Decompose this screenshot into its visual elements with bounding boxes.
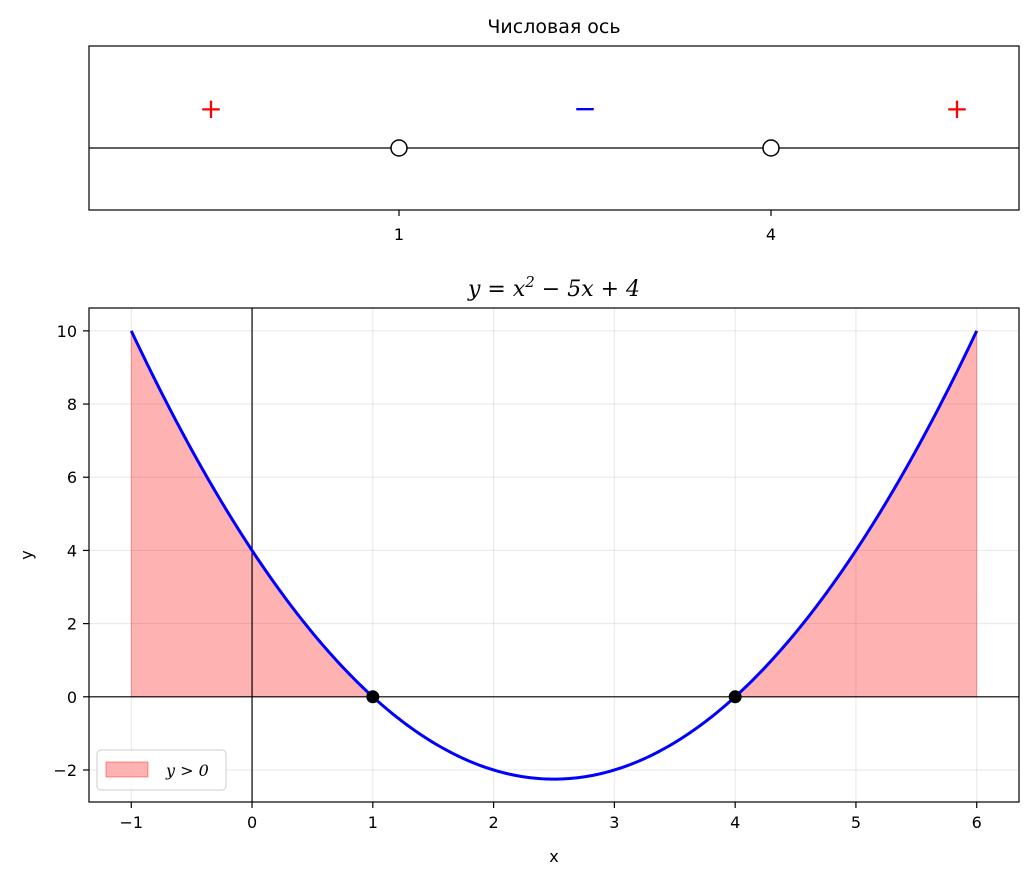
y-axis-label: y [17, 550, 36, 559]
number-line-frame [88, 45, 1020, 211]
number-line-point [390, 139, 408, 157]
y-tick-label: 0 [67, 688, 77, 707]
number-line-title: Числовая ось [487, 16, 620, 38]
sign-label: + [199, 92, 222, 125]
x-tick-label: 5 [851, 813, 861, 832]
x-tick-label: −1 [119, 813, 143, 832]
parabola-curve [129, 330, 979, 781]
x-tick-label: 0 [247, 813, 257, 832]
y-tick-label: −2 [53, 761, 77, 780]
legend: y > 0 [96, 749, 227, 791]
sign-label: + [945, 92, 968, 125]
plot-frame [88, 307, 1020, 803]
number-line-point [762, 139, 780, 157]
x-axis-label: x [549, 847, 558, 866]
legend-swatch [105, 761, 149, 778]
plot-title: y = x2 − 5x + 4 [467, 273, 640, 302]
root-point [728, 690, 742, 704]
number-line-tick-label: 1 [394, 225, 404, 244]
y-tick-label: 8 [67, 395, 77, 414]
legend-box [96, 749, 227, 791]
y-tick-label: 2 [67, 615, 77, 634]
x-tick-label: 2 [489, 813, 499, 832]
sign-label: − [573, 92, 596, 125]
legend-label: y > 0 [165, 761, 209, 780]
number-line-panel: Числовая ось 1 4 + − + [88, 16, 1020, 244]
root-point [366, 690, 380, 704]
y-tick-label: 10 [57, 322, 77, 341]
x-tick-label: 1 [368, 813, 378, 832]
number-line-tick-label: 4 [766, 225, 776, 244]
x-tick-label: 4 [730, 813, 740, 832]
y-tick-label: 4 [67, 541, 77, 560]
x-tick-label: 6 [972, 813, 982, 832]
parabola-panel: y = x2 − 5x + 4 −1 0 1 2 3 4 5 6 −2 0 2 4 6 8 10 x y y… [17, 273, 1020, 866]
y-tick-label: 6 [67, 468, 77, 487]
x-tick-label: 3 [609, 813, 619, 832]
